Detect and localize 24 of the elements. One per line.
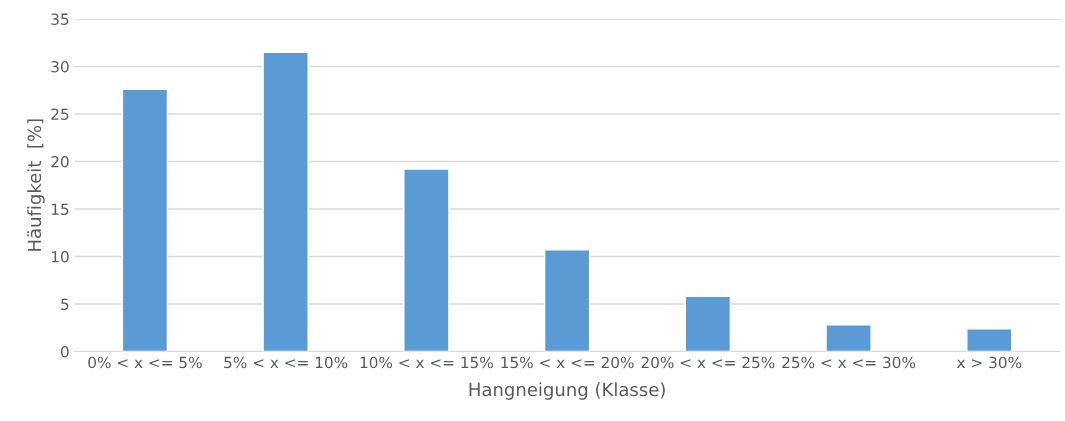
x-tick-label: 0% < x <= 5% [88, 356, 202, 369]
y-tick-label: 15 [51, 203, 69, 216]
bar [966, 328, 1013, 352]
y-tick-label: 10 [51, 250, 69, 263]
y-tick-label: 35 [51, 13, 69, 25]
y-tick-label: 25 [51, 108, 69, 120]
bar [825, 324, 872, 352]
y-axis-title: Häufigkeit [%] [27, 119, 45, 251]
x-tick-label: 15% < x <= 20% [501, 356, 634, 369]
y-tick-label: 0 [60, 346, 69, 358]
bar [121, 88, 169, 352]
x-tick-label: x > 30% [956, 356, 1022, 369]
bar [684, 295, 732, 352]
x-tick-label: 25% < x <= 30% [782, 356, 916, 369]
x-tick-label: 5% < x <= 10% [224, 356, 348, 369]
x-tick-label: 10% < x <= 15% [360, 356, 493, 369]
x-tick-label: 20% < x <= 25% [641, 356, 775, 369]
y-tick-label: 30 [51, 60, 69, 73]
y-tick-label: 5 [61, 298, 69, 311]
bar [543, 249, 591, 352]
bar [403, 168, 450, 352]
y-tick-label: 20 [51, 155, 69, 168]
x-axis-title: Hangneigung (Klasse) [469, 382, 665, 400]
bar [262, 51, 309, 352]
